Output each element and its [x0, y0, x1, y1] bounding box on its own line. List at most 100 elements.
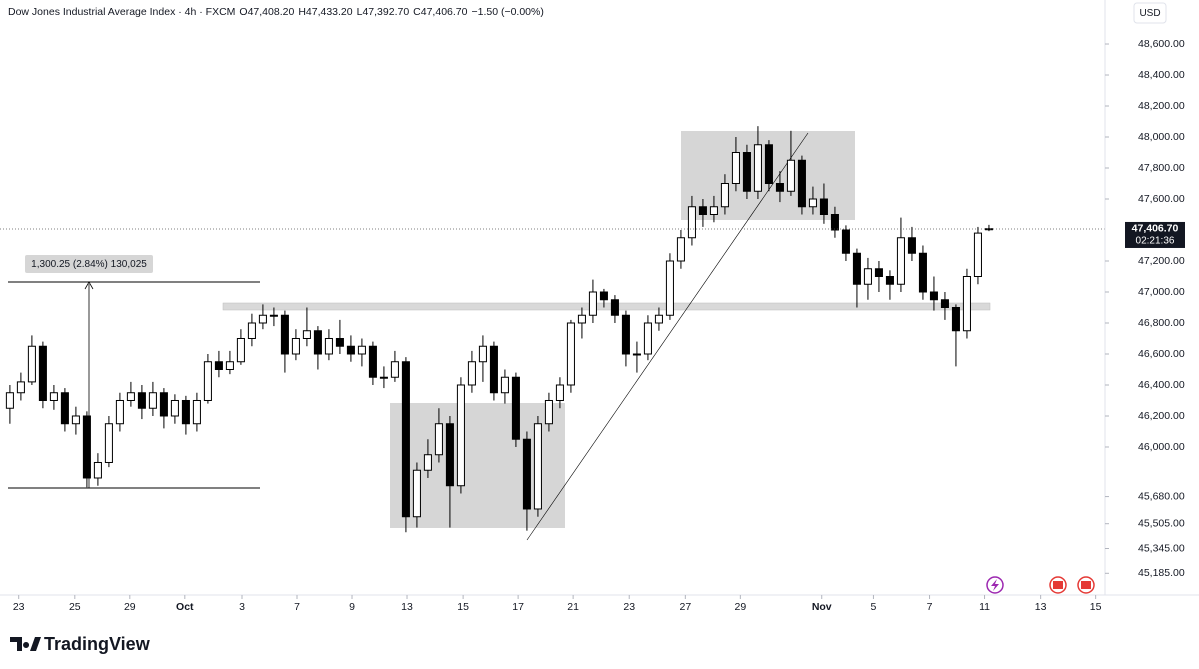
x-tick-label: 29 [124, 601, 136, 613]
candle-body [896, 237, 905, 285]
y-tick-label: 47,200.00 [1138, 255, 1185, 267]
x-tick-label: 15 [457, 601, 469, 613]
event-flag [1081, 581, 1091, 589]
candle-body [907, 237, 916, 254]
candle-body [786, 159, 795, 192]
candle-body [71, 415, 80, 425]
y-tick-label: 48,000.00 [1138, 131, 1185, 143]
y-tick-label: 47,800.00 [1138, 162, 1185, 174]
candle-body [93, 461, 102, 479]
x-tick-label: 17 [512, 601, 524, 613]
candle-body [467, 361, 476, 386]
candle-body [500, 376, 509, 394]
candle-body [49, 392, 58, 401]
candle-body [929, 291, 938, 301]
candle-body [181, 399, 190, 425]
candle-body [676, 237, 685, 262]
candle-body [82, 415, 91, 479]
x-tick-label: Nov [812, 601, 832, 613]
x-tick-label: 29 [734, 601, 746, 613]
candle-body [555, 384, 564, 401]
x-tick-label: 13 [1035, 601, 1047, 613]
x-tick-label: 11 [979, 601, 990, 613]
y-tick-label: 45,345.00 [1138, 542, 1185, 554]
candle-body [764, 144, 773, 185]
currency-box[interactable] [1133, 2, 1167, 24]
candle-body [346, 345, 355, 355]
candle-body [5, 392, 14, 409]
candle-body [775, 183, 784, 192]
candle-body [687, 206, 696, 239]
y-tick-label: 46,000.00 [1138, 441, 1185, 453]
candle-body [126, 392, 135, 401]
last-price-tag [1125, 221, 1185, 248]
candle-body [643, 322, 652, 355]
measure-label-box [25, 255, 153, 273]
candle-body [973, 232, 982, 277]
y-tick-label: 48,400.00 [1138, 69, 1185, 81]
brand-logo [10, 637, 41, 651]
candle-body [951, 306, 960, 332]
candle-body [379, 376, 388, 379]
x-tick-label: Oct [176, 601, 194, 613]
candle-body [841, 229, 850, 254]
symbol-title: Dow Jones Industrial Average Index · 4h … [8, 6, 235, 18]
candle-body [632, 353, 641, 356]
candle-body [236, 337, 245, 363]
candle-body [214, 361, 223, 370]
candle-body [335, 337, 344, 347]
trend-line [526, 132, 809, 541]
y-tick-label: 45,680.00 [1138, 490, 1185, 502]
candle-body [434, 423, 443, 456]
candle-body [588, 291, 597, 316]
candle-body [852, 252, 861, 285]
candle-body [302, 330, 311, 339]
header-change: −1.50 (−0.00%) [471, 6, 543, 18]
y-tick-label: 46,400.00 [1138, 379, 1185, 391]
candle-body [258, 314, 267, 324]
candle-body [412, 469, 421, 518]
candle-body [577, 314, 586, 324]
y-tick-label: 46,200.00 [1138, 410, 1185, 422]
candle-body [918, 252, 927, 293]
candle-body [115, 399, 124, 425]
candle-body [148, 392, 157, 409]
candle-body [511, 376, 520, 440]
candle-body [753, 144, 762, 192]
support-band [222, 302, 991, 311]
candle-body [709, 206, 718, 216]
header-low: L47,392.70 [357, 6, 410, 18]
x-tick-label: 23 [13, 601, 25, 613]
last-price-label: 47,406.70 [1132, 223, 1179, 235]
candle-body [720, 183, 729, 208]
candle-body [533, 423, 542, 510]
y-tick-label: 45,505.00 [1138, 517, 1185, 529]
x-tick-label: 7 [927, 601, 933, 613]
candle-body [16, 381, 25, 394]
y-tick-label: 45,185.00 [1138, 567, 1185, 579]
candle-body [357, 345, 366, 355]
candle-body [489, 345, 498, 394]
y-tick-label: 46,600.00 [1138, 348, 1185, 360]
countdown: 02:21:36 [1136, 236, 1175, 247]
x-tick-label: 15 [1090, 601, 1102, 613]
candle-body [60, 392, 69, 425]
candle-body [192, 399, 201, 425]
y-tick-label: 48,600.00 [1138, 38, 1185, 50]
candle-body [247, 322, 256, 339]
header: Dow Jones Industrial Average Index · 4h … [8, 6, 544, 18]
candle-body [423, 454, 432, 471]
y-tick-label: 46,800.00 [1138, 317, 1185, 329]
candle-body [863, 268, 872, 285]
candle-body [170, 399, 179, 417]
candles [0, 126, 1105, 533]
candle-body [984, 228, 993, 231]
candle-body [137, 392, 146, 409]
event-icon-bolt [991, 579, 999, 591]
x-tick-label: 25 [69, 601, 81, 613]
candle-body [27, 345, 36, 383]
x-tick-label: 13 [401, 601, 413, 613]
candle-body [445, 423, 454, 487]
y-tick-label: 48,200.00 [1138, 100, 1185, 112]
